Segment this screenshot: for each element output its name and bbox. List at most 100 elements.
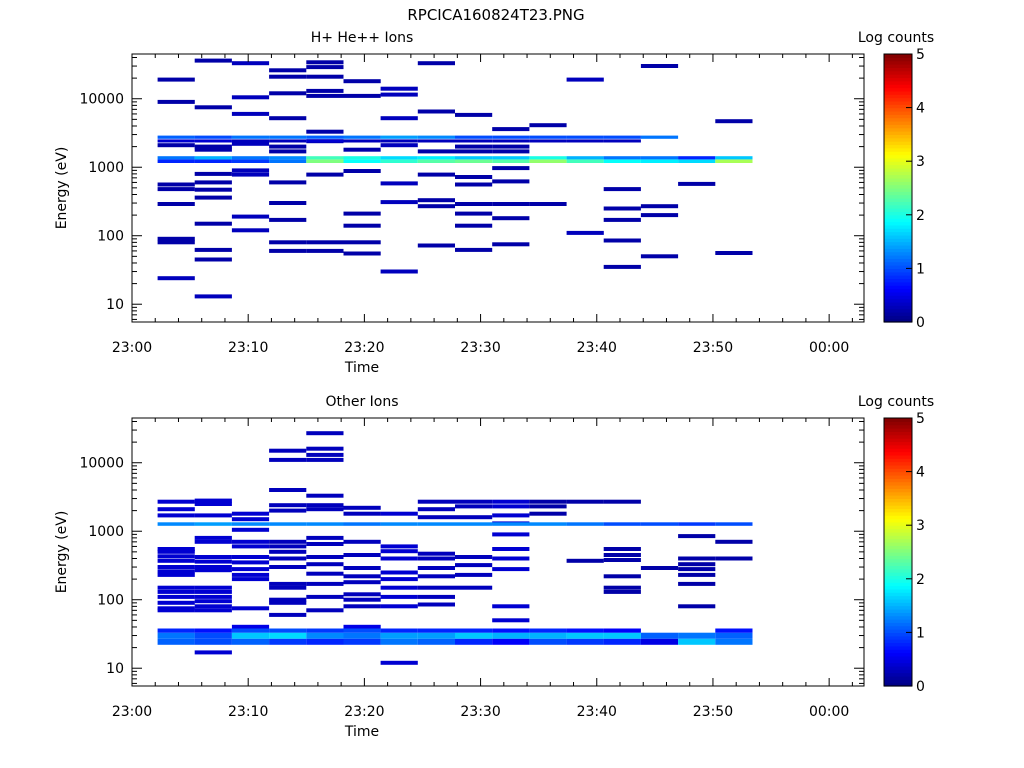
colorbar-segment: [884, 54, 912, 58]
count-cell: [194, 187, 232, 192]
x-tick-label: 23:50: [693, 704, 733, 720]
count-cell: [194, 650, 232, 655]
colorbar-frame: [883, 53, 913, 323]
colorbar-segment: [884, 602, 912, 607]
colorbar-segment: [884, 80, 912, 85]
count-cell: [194, 513, 232, 518]
count-cell: [417, 551, 455, 556]
count-cell: [269, 544, 307, 549]
count-cell: [231, 61, 270, 66]
colorbar-segment: [884, 424, 912, 429]
band-cell: [455, 135, 493, 139]
band-cell: [157, 628, 195, 633]
colorbar-segment: [884, 211, 912, 216]
count-cell: [157, 558, 195, 563]
colorbar-segment: [884, 528, 912, 533]
colorbar-segment: [884, 60, 912, 65]
band-cell: [194, 159, 232, 163]
count-cell: [603, 187, 641, 192]
count-cell: [306, 431, 344, 436]
colorbar-segment: [884, 164, 912, 169]
count-cell: [566, 77, 604, 82]
colorbar-segment: [884, 471, 912, 476]
count-cell: [417, 585, 455, 590]
band-cell: [194, 139, 232, 143]
count-cell: [269, 180, 307, 185]
panel-title: H+ He++ Ions: [311, 30, 414, 46]
colorbar-segment: [884, 208, 912, 213]
x-tick-label: 23:10: [228, 704, 268, 720]
band-cell: [231, 135, 270, 139]
count-cell: [269, 556, 307, 561]
count-cell: [194, 608, 232, 613]
y-tick-label: 1000: [88, 160, 124, 176]
colorbar-segment: [884, 218, 912, 223]
count-cell: [231, 228, 270, 233]
count-cell: [269, 549, 307, 554]
count-cell: [194, 257, 232, 262]
band-cell: [380, 135, 418, 139]
band-cell: [306, 135, 344, 139]
band-cell: [269, 522, 307, 526]
colorbar-segment: [884, 434, 912, 439]
count-cell: [380, 92, 418, 97]
band-cell: [640, 159, 679, 163]
colorbar-segment: [884, 67, 912, 72]
colorbar-tick-label: 1: [916, 261, 925, 277]
colorbar-segment: [884, 645, 912, 650]
band-cell: [343, 628, 381, 633]
count-cell: [306, 594, 344, 599]
x-tick-label: 23:00: [112, 704, 152, 720]
count-cell: [231, 214, 270, 219]
count-cell: [417, 566, 455, 570]
band-cell: [715, 632, 753, 639]
count-cell: [194, 105, 232, 110]
colorbar-segment: [884, 635, 912, 640]
x-axis-label: Time: [344, 360, 379, 376]
count-cell: [492, 604, 530, 609]
count-cell: [231, 168, 270, 173]
band-cell: [566, 156, 604, 160]
count-cell: [640, 254, 679, 259]
colorbar-segment: [884, 194, 912, 199]
colorbar-segment: [884, 501, 912, 506]
colorbar-segment: [884, 438, 912, 443]
count-cell: [269, 508, 307, 513]
colorbar-segment: [884, 629, 912, 633]
colorbar-segment: [884, 498, 912, 503]
count-cell: [417, 499, 455, 504]
band-cell: [566, 638, 604, 645]
count-cell: [417, 515, 455, 520]
colorbar-segment: [884, 605, 912, 610]
colorbar-segment: [884, 515, 912, 520]
colorbar-segment: [884, 261, 912, 266]
colorbar-segment: [884, 488, 912, 493]
colorbar-segment: [884, 191, 912, 196]
count-cell: [194, 565, 232, 569]
count-cell: [194, 498, 232, 503]
colorbar-segment: [884, 177, 912, 182]
band-cell: [640, 135, 679, 139]
count-cell: [417, 574, 455, 579]
band-cell: [343, 624, 381, 629]
band-cell: [194, 522, 232, 526]
count-cell: [157, 569, 195, 574]
colorbar-segment: [884, 144, 912, 149]
count-cell: [194, 147, 232, 152]
count-cell: [343, 505, 381, 510]
count-cell: [417, 602, 455, 607]
colorbar-segment: [884, 147, 912, 152]
band-cell: [492, 156, 530, 160]
colorbar-tick-label: 2: [916, 572, 925, 588]
band-cell: [566, 139, 604, 143]
count-cell: [194, 539, 232, 544]
count-cell: [417, 243, 455, 248]
scattered-counts: [157, 58, 753, 299]
band-cell: [603, 522, 641, 526]
count-cell: [529, 504, 567, 509]
band-cell: [157, 159, 195, 163]
colorbar-segment: [884, 612, 912, 617]
colorbar-segment: [884, 57, 912, 62]
y-tick-label: 10: [106, 297, 124, 313]
